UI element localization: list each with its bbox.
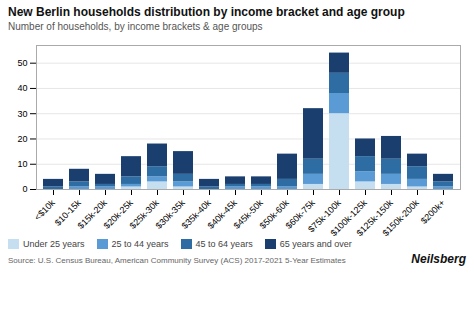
svg-text:40: 40 [17,83,27,93]
html-text:Number of households, by incom: Number of households, by income brackets… [8,21,263,32]
svg-text:$20k-25k: $20k-25k [101,197,135,231]
svg-text:$40k-45k: $40k-45k [205,197,239,231]
html-text:New Berlin households distribu: New Berlin households distribution by in… [8,5,405,19]
svg-text:$15k-20k: $15k-20k [75,197,109,231]
html-text:Neilsberg: Neilsberg [411,252,466,266]
svg-text:$35k-40k: $35k-40k [179,197,213,231]
svg-text:$60k-75k: $60k-75k [283,197,317,231]
html-text:Source: U.S. Census Bureau, Am: Source: U.S. Census Bureau, American Com… [8,256,346,265]
svg-text:$75k-100k: $75k-100k [306,197,343,235]
svg-text:30: 30 [17,109,27,119]
svg-text:$10-15k: $10-15k [52,197,83,228]
html-text:Under 25 years: Under 25 years [23,239,85,249]
html-text:45 to 64 years: 45 to 64 years [195,239,253,249]
svg-text:0: 0 [22,184,27,194]
svg-text:$200k+: $200k+ [419,198,447,226]
html-text:65 years and over: 65 years and over [279,239,352,249]
svg-text:$25k-30k: $25k-30k [127,197,161,231]
svg-text:50: 50 [17,58,27,68]
svg-text:$45k-50k: $45k-50k [231,197,265,231]
svg-text:$150k-200k: $150k-200k [381,197,422,237]
svg-text:$30k-35k: $30k-35k [153,197,187,231]
svg-text:<$10k: <$10k [32,197,57,222]
html-text:25 to 44 years: 25 to 44 years [111,239,169,249]
svg-text:20: 20 [17,134,27,144]
svg-text:$50k-60k: $50k-60k [257,197,291,231]
svg-text:10: 10 [17,159,27,169]
